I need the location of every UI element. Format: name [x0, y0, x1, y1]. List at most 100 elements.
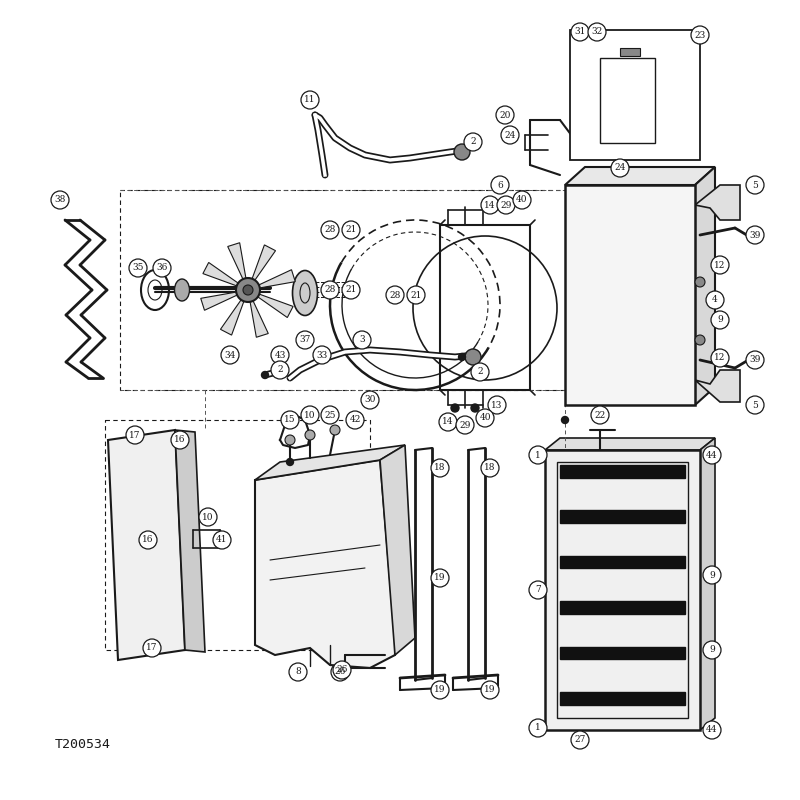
- Circle shape: [431, 459, 449, 477]
- Circle shape: [571, 23, 589, 41]
- Text: 32: 32: [591, 27, 602, 37]
- Circle shape: [305, 430, 315, 440]
- Circle shape: [243, 285, 253, 295]
- Text: 29: 29: [459, 421, 470, 430]
- Text: 9: 9: [709, 570, 715, 579]
- Circle shape: [529, 446, 547, 464]
- Text: 13: 13: [491, 401, 502, 410]
- Text: 44: 44: [706, 450, 718, 459]
- Circle shape: [476, 409, 494, 427]
- Text: 31: 31: [574, 27, 586, 37]
- Bar: [105, 420, 370, 650]
- Text: 26: 26: [334, 667, 346, 677]
- Circle shape: [513, 191, 531, 209]
- Bar: [120, 190, 600, 390]
- Text: 38: 38: [54, 195, 66, 205]
- Circle shape: [711, 349, 729, 367]
- Circle shape: [221, 346, 239, 364]
- Circle shape: [488, 396, 506, 414]
- Text: 39: 39: [750, 355, 761, 365]
- Circle shape: [562, 417, 569, 423]
- Circle shape: [454, 144, 470, 160]
- Circle shape: [591, 406, 609, 424]
- Text: 30: 30: [364, 395, 376, 405]
- Circle shape: [271, 361, 289, 379]
- Circle shape: [301, 406, 319, 424]
- Circle shape: [153, 259, 171, 277]
- Text: 27: 27: [574, 735, 586, 745]
- Bar: [600, 58, 655, 143]
- Polygon shape: [201, 292, 237, 310]
- Polygon shape: [700, 438, 715, 730]
- Circle shape: [171, 431, 189, 449]
- Circle shape: [296, 331, 314, 349]
- Circle shape: [286, 458, 294, 466]
- Circle shape: [695, 277, 705, 287]
- Bar: [545, 450, 700, 730]
- Text: 2: 2: [477, 367, 483, 377]
- Text: 36: 36: [156, 263, 168, 273]
- Text: 29: 29: [500, 201, 512, 210]
- Polygon shape: [695, 185, 740, 220]
- Circle shape: [481, 681, 499, 699]
- Circle shape: [289, 663, 307, 681]
- Circle shape: [481, 196, 499, 214]
- Text: 11: 11: [304, 95, 316, 105]
- Text: 17: 17: [146, 643, 158, 653]
- Polygon shape: [203, 262, 238, 286]
- Text: 9: 9: [709, 646, 715, 654]
- Text: 40: 40: [479, 414, 490, 422]
- Text: 16: 16: [142, 535, 154, 545]
- Polygon shape: [380, 445, 415, 655]
- Circle shape: [301, 91, 319, 109]
- Circle shape: [481, 459, 499, 477]
- Text: 39: 39: [750, 230, 761, 239]
- Text: 5: 5: [752, 401, 758, 410]
- Text: 10: 10: [202, 513, 214, 522]
- Circle shape: [456, 416, 474, 434]
- Circle shape: [703, 721, 721, 739]
- Text: 24: 24: [614, 163, 626, 173]
- Circle shape: [342, 221, 360, 239]
- Circle shape: [491, 176, 509, 194]
- Text: 34: 34: [224, 350, 236, 359]
- Circle shape: [695, 335, 705, 345]
- Bar: [560, 602, 685, 614]
- Text: 16: 16: [174, 435, 186, 445]
- Circle shape: [199, 508, 217, 526]
- Bar: [620, 48, 640, 56]
- Text: 5: 5: [752, 181, 758, 190]
- Circle shape: [711, 311, 729, 329]
- Text: 14: 14: [442, 418, 454, 426]
- Text: 19: 19: [484, 686, 496, 694]
- Text: 8: 8: [295, 667, 301, 677]
- Circle shape: [285, 435, 295, 445]
- Circle shape: [746, 226, 764, 244]
- Bar: [570, 30, 700, 160]
- Circle shape: [143, 639, 161, 657]
- Bar: [560, 465, 685, 478]
- Polygon shape: [252, 245, 275, 280]
- Text: 18: 18: [434, 463, 446, 473]
- Text: 22: 22: [594, 410, 606, 419]
- Bar: [560, 692, 685, 705]
- Polygon shape: [545, 438, 715, 450]
- Circle shape: [331, 663, 349, 681]
- Text: 44: 44: [706, 726, 718, 734]
- Circle shape: [501, 126, 519, 144]
- Circle shape: [236, 278, 260, 302]
- Text: T200534: T200534: [55, 738, 111, 751]
- Circle shape: [703, 566, 721, 584]
- Text: 25: 25: [324, 410, 336, 419]
- Circle shape: [611, 159, 629, 177]
- Text: 33: 33: [316, 350, 328, 359]
- Text: 21: 21: [410, 290, 422, 299]
- Bar: [440, 225, 530, 390]
- Polygon shape: [221, 300, 244, 335]
- Text: 28: 28: [324, 286, 336, 294]
- Text: 12: 12: [714, 261, 726, 270]
- Polygon shape: [255, 460, 395, 668]
- Text: 20: 20: [499, 110, 510, 119]
- Polygon shape: [258, 294, 293, 318]
- Polygon shape: [255, 445, 405, 480]
